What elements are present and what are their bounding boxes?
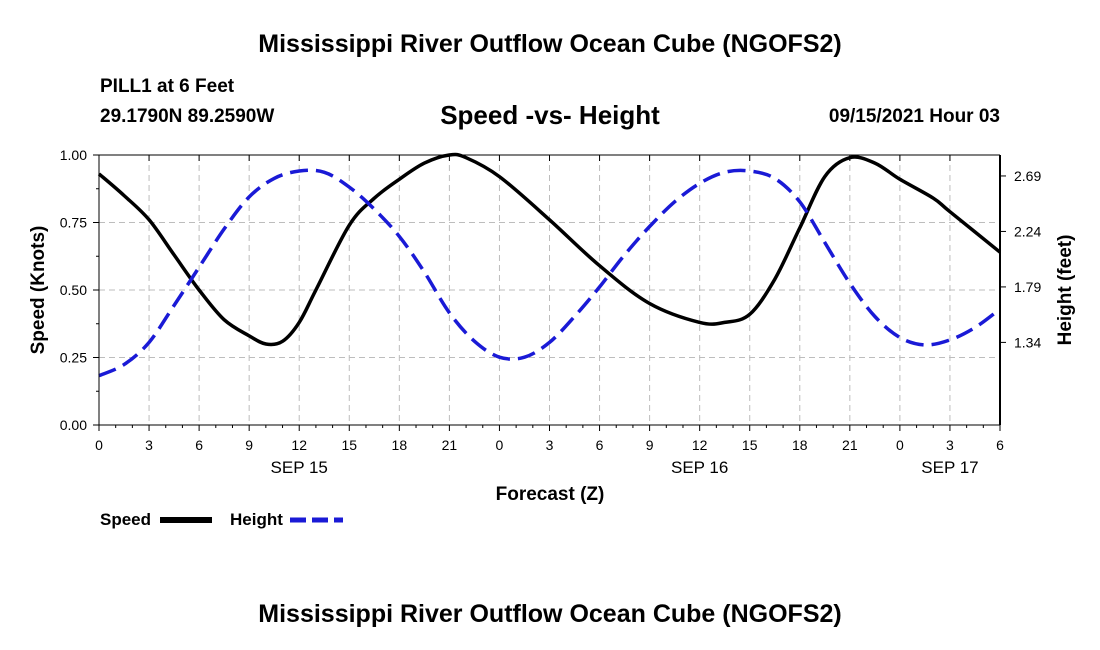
station-label: PILL1 at 6 Feet (100, 76, 235, 97)
y-tick-label-left: 0.00 (60, 417, 87, 433)
x-day-label: SEP 17 (921, 458, 978, 477)
x-tick-label: 3 (946, 437, 954, 453)
grid-lines (99, 155, 1000, 425)
series-line-speed (97, 152, 1002, 347)
bottom-title: Mississippi River Outflow Ocean Cube (NG… (258, 600, 842, 628)
station-coordinates: 29.1790N 89.2590W (100, 106, 275, 127)
y-tick-label-right: 1.79 (1014, 279, 1041, 295)
x-axis-label: Forecast (Z) (496, 484, 605, 505)
y-tick-label-right: 1.34 (1014, 334, 1041, 350)
x-tick-label: 6 (996, 437, 1004, 453)
legend-speed-label: Speed (100, 510, 151, 529)
x-tick-label: 0 (95, 437, 103, 453)
forecast-datetime: 09/15/2021 Hour 03 (828, 106, 1000, 127)
y-tick-label-left: 0.25 (60, 350, 87, 366)
x-tick-label: 12 (692, 437, 708, 453)
x-day-label: SEP 15 (271, 458, 328, 477)
x-tick-label: 15 (341, 437, 357, 453)
legend: Speed Height (100, 510, 343, 529)
x-tick-label: 6 (195, 437, 203, 453)
y-tick-label-right: 2.69 (1014, 168, 1041, 184)
x-tick-label: 12 (291, 437, 307, 453)
top-title: Mississippi River Outflow Ocean Cube (NG… (258, 30, 842, 58)
y-axis-label-left: Speed (Knots) (28, 226, 49, 355)
y-tick-label-left: 0.50 (60, 282, 87, 298)
series-line-height (98, 168, 1002, 378)
x-tick-label: 15 (742, 437, 758, 453)
series-lines (97, 152, 1002, 378)
x-day-label: SEP 16 (671, 458, 728, 477)
x-tick-label: 21 (442, 437, 458, 453)
x-tick-label: 0 (896, 437, 904, 453)
x-tick-label: 9 (646, 437, 654, 453)
y-tick-label-left: 0.75 (60, 215, 87, 231)
y-tick-label-left: 1.00 (60, 147, 87, 163)
x-tick-label: 18 (392, 437, 408, 453)
tick-labels: 0 3 6 9 12 15 18 21 0 3 6 9 12 15 18 21 0 3 6 0.00 0.25 0.50 0… (60, 147, 1042, 477)
x-tick-label: 21 (842, 437, 858, 453)
x-tick-label: 3 (546, 437, 554, 453)
x-tick-label: 9 (245, 437, 253, 453)
x-tick-label: 6 (596, 437, 604, 453)
x-tick-label: 18 (792, 437, 808, 453)
legend-height-label: Height (230, 510, 283, 529)
x-tick-label: 0 (496, 437, 504, 453)
axes (93, 154, 1006, 431)
y-tick-label-right: 2.24 (1014, 223, 1041, 239)
y-axis-label-right: Height (feet) (1055, 235, 1076, 346)
x-tick-label: 3 (145, 437, 153, 453)
chart-subtitle: Speed -vs- Height (440, 100, 660, 130)
